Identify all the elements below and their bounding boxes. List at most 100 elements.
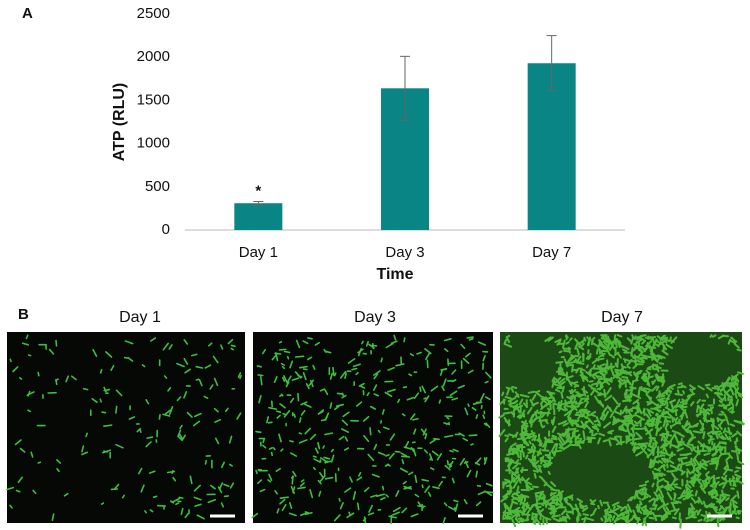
cell xyxy=(554,442,559,452)
cell xyxy=(563,406,569,411)
cell xyxy=(723,394,727,402)
cell xyxy=(701,487,706,491)
cell xyxy=(262,444,267,449)
cell xyxy=(194,503,202,507)
cell xyxy=(716,416,720,423)
cell xyxy=(683,490,690,495)
cell xyxy=(655,460,660,464)
cell xyxy=(595,379,600,388)
cell xyxy=(712,476,716,484)
cell xyxy=(27,409,32,413)
cell xyxy=(722,468,729,476)
cell xyxy=(534,490,545,495)
cell xyxy=(533,415,542,421)
cell xyxy=(198,378,203,387)
cell xyxy=(695,469,700,474)
cell xyxy=(414,474,418,484)
cell xyxy=(551,434,558,441)
cell xyxy=(727,395,730,402)
cell xyxy=(208,342,213,347)
cell xyxy=(502,490,511,498)
cell xyxy=(515,485,520,496)
cell xyxy=(471,406,477,411)
cell xyxy=(642,375,646,379)
cell xyxy=(300,401,308,406)
cell xyxy=(658,459,664,464)
cell xyxy=(706,386,713,392)
cell xyxy=(276,414,281,419)
cell xyxy=(650,445,657,452)
cell xyxy=(273,376,278,384)
cell xyxy=(171,469,174,475)
cell xyxy=(467,369,474,374)
cell xyxy=(183,357,189,365)
cell xyxy=(300,479,305,483)
image-title: Day 1 xyxy=(119,309,161,326)
cell xyxy=(649,418,655,426)
cell xyxy=(605,365,615,369)
cell xyxy=(508,433,518,438)
cell xyxy=(735,386,740,393)
cell xyxy=(507,396,517,403)
cell xyxy=(484,380,489,384)
cell xyxy=(621,405,628,414)
cell xyxy=(421,385,427,394)
cell xyxy=(540,492,545,497)
cell xyxy=(381,408,385,415)
cell xyxy=(656,504,665,511)
cell xyxy=(621,376,629,379)
cell xyxy=(623,388,628,396)
cell xyxy=(663,337,668,344)
cell xyxy=(376,493,385,498)
cell xyxy=(689,502,694,507)
cell xyxy=(601,349,608,353)
cell xyxy=(365,340,369,347)
cell xyxy=(690,497,696,502)
cell xyxy=(255,430,262,434)
cell xyxy=(618,376,624,382)
cell xyxy=(645,369,650,375)
cell xyxy=(56,459,62,464)
cell xyxy=(358,471,362,477)
cell xyxy=(549,510,558,514)
cell xyxy=(482,355,486,362)
cell xyxy=(703,444,712,453)
cell xyxy=(669,439,673,449)
cell xyxy=(553,402,560,406)
cell xyxy=(689,401,695,407)
cell xyxy=(286,375,292,384)
cell xyxy=(728,435,732,442)
cell xyxy=(543,437,550,443)
cell xyxy=(191,353,198,357)
cell xyxy=(430,385,439,392)
cell xyxy=(692,446,697,450)
cell xyxy=(449,449,454,453)
cell xyxy=(319,388,326,392)
cell xyxy=(136,427,142,433)
cell xyxy=(583,375,589,383)
cell xyxy=(460,343,466,350)
cell xyxy=(361,340,364,345)
cell xyxy=(431,450,439,457)
cell xyxy=(602,346,606,350)
cell xyxy=(640,354,651,359)
cell xyxy=(65,375,70,383)
cell xyxy=(662,512,670,519)
cell xyxy=(186,411,193,418)
cell xyxy=(626,518,633,524)
cell xyxy=(179,424,183,430)
cell xyxy=(180,507,184,516)
cell xyxy=(567,360,576,365)
cell xyxy=(709,482,716,487)
cell xyxy=(638,357,645,362)
cell xyxy=(660,442,666,449)
cell xyxy=(305,382,310,390)
cell xyxy=(152,495,158,499)
cell xyxy=(412,428,417,435)
cell xyxy=(654,406,662,410)
cell xyxy=(654,514,658,522)
cell xyxy=(483,457,488,465)
cell xyxy=(468,434,478,437)
cell xyxy=(551,425,557,433)
cell xyxy=(589,499,594,503)
